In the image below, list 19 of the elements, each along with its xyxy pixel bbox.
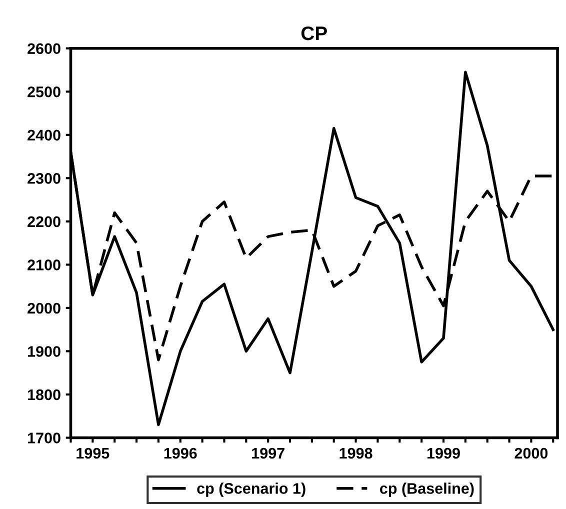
- y-tick-label: 1900: [28, 346, 60, 357]
- y-tick-label: 2100: [28, 260, 60, 270]
- chart-title: CP: [301, 26, 327, 40]
- x-tick-label: 1995: [76, 448, 110, 459]
- y-tick-label: 1700: [28, 432, 60, 444]
- legend-label: cp (Scenario 1): [197, 482, 306, 497]
- y-tick-label: 2400: [28, 130, 60, 141]
- y-tick-label: 1800: [28, 389, 60, 400]
- y-tick-label: 2300: [28, 173, 60, 184]
- y-tick-label: 2500: [28, 86, 60, 98]
- x-tick-label: 2000: [514, 448, 548, 459]
- x-tick-label: 1997: [252, 448, 284, 459]
- x-tick-label: 1996: [164, 448, 197, 459]
- y-tick-label: 2200: [28, 216, 60, 228]
- legend-label: cp (Baseline): [380, 482, 474, 497]
- y-tick-label: 2000: [28, 302, 60, 314]
- x-tick-label: 1998: [340, 448, 372, 459]
- x-tick-label: 1999: [427, 448, 460, 459]
- y-tick-label: 2600: [28, 43, 60, 54]
